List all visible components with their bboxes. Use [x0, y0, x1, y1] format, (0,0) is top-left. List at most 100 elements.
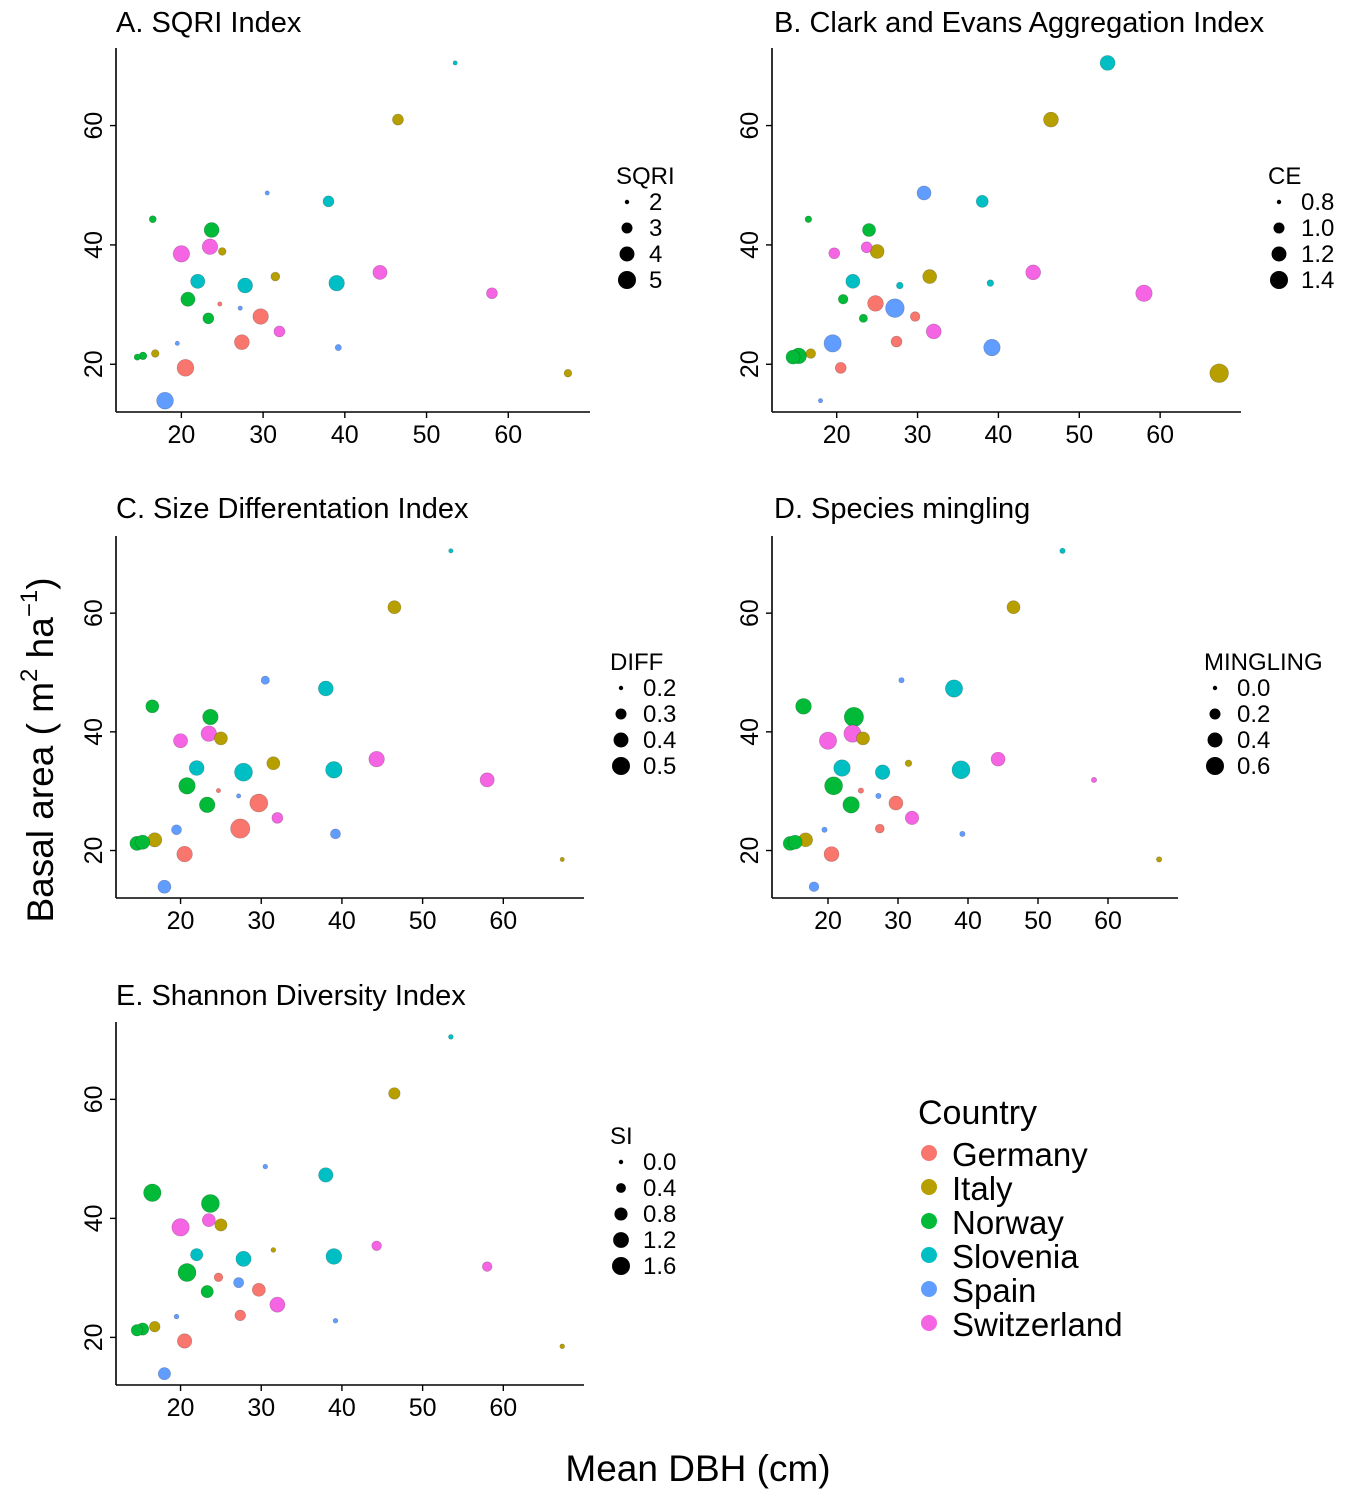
- size-legend-label: 1.6: [643, 1253, 676, 1280]
- point-norway: [862, 223, 876, 237]
- point-spain: [264, 190, 270, 196]
- x-tick-label: 50: [1024, 907, 1052, 935]
- point-germany: [176, 359, 195, 377]
- point-norway: [804, 215, 813, 223]
- x-tick-label: 40: [328, 907, 356, 935]
- point-italy: [1043, 111, 1059, 128]
- point-slovenia: [235, 1250, 252, 1267]
- point-germany: [176, 845, 193, 863]
- country-legend-label: Slovenia: [952, 1238, 1079, 1275]
- country-legend-label: Switzerland: [952, 1306, 1123, 1343]
- point-germany: [252, 308, 269, 325]
- country-legend-label: Germany: [952, 1136, 1088, 1173]
- x-tick-label: 50: [413, 421, 441, 449]
- y-tick-label: 20: [80, 837, 108, 865]
- country-legend-key: [921, 1145, 937, 1161]
- panel-5: E. Shannon Diversity Index 20 30 40 50 60 20 40…: [80, 980, 676, 1422]
- y-tick-label: 40: [80, 718, 108, 746]
- size-legend-label: 0.8: [1301, 189, 1334, 216]
- point-spain: [236, 793, 242, 799]
- panel-title: E. Shannon Diversity Index: [116, 980, 466, 1012]
- x-tick-label: 20: [167, 907, 195, 935]
- point-italy: [270, 1247, 277, 1253]
- point-germany: [230, 818, 251, 839]
- point-italy: [214, 731, 228, 746]
- point-spain: [174, 340, 180, 346]
- size-legend-key: [619, 246, 635, 262]
- point-spain: [821, 826, 828, 833]
- panel-title: D. Species mingling: [774, 493, 1030, 525]
- panel-title: C. Size Differentation Index: [116, 493, 469, 525]
- point-germany: [217, 301, 223, 307]
- size-legend-label: 1.2: [1301, 241, 1334, 268]
- size-legend-label: 1.4: [1301, 267, 1334, 294]
- country-legend-key: [921, 1315, 937, 1331]
- point-italy: [218, 247, 227, 256]
- point-norway: [178, 777, 196, 795]
- x-tick-label: 40: [954, 907, 982, 935]
- point-spain: [262, 1163, 268, 1170]
- point-italy: [563, 369, 573, 378]
- point-germany: [215, 788, 221, 794]
- point-switzerland: [481, 1261, 493, 1272]
- size-legend-key: [618, 685, 624, 691]
- panel-2: B. Clark and Evans Aggregation Index 20 30…: [736, 7, 1334, 449]
- size-legend-label: 3: [649, 215, 662, 242]
- y-axis-label: Basal area ( m2 ha−1): [16, 577, 61, 922]
- point-switzerland: [273, 325, 286, 338]
- point-italy: [559, 1343, 565, 1350]
- point-germany: [834, 362, 847, 374]
- point-italy: [1209, 363, 1229, 383]
- country-legend-key: [921, 1281, 937, 1297]
- point-slovenia: [188, 760, 205, 776]
- point-germany: [249, 793, 269, 813]
- size-legend-key: [1212, 685, 1218, 691]
- point-spain: [157, 879, 172, 894]
- panel-3: C. Size Differentation Index 20 30 40 50 60 20…: [80, 493, 676, 935]
- x-tick-label: 30: [884, 907, 912, 935]
- point-slovenia: [328, 275, 345, 292]
- point-norway: [824, 776, 843, 796]
- point-germany: [234, 334, 250, 350]
- point-italy: [266, 756, 281, 771]
- size-legend-key: [624, 199, 630, 205]
- point-slovenia: [325, 1248, 343, 1265]
- point-germany: [177, 1333, 193, 1349]
- point-slovenia: [1099, 55, 1116, 71]
- country-legend-key: [921, 1179, 937, 1195]
- y-tick-label: 60: [736, 599, 764, 627]
- point-spain: [983, 338, 1001, 357]
- x-tick-label: 60: [1146, 421, 1174, 449]
- point-spain: [156, 391, 174, 410]
- point-spain: [818, 398, 824, 404]
- size-legend-label: 0.5: [643, 753, 676, 780]
- country-legend-label: Norway: [952, 1204, 1064, 1241]
- size-legend-key: [615, 708, 627, 720]
- point-slovenia: [833, 759, 851, 777]
- size-legend-title: CE: [1268, 163, 1301, 190]
- size-legend-label: 0.4: [643, 727, 676, 754]
- point-italy: [559, 856, 565, 862]
- size-legend-title: SI: [610, 1123, 633, 1150]
- y-tick-label: 40: [80, 231, 108, 259]
- x-tick-label: 20: [167, 1394, 195, 1422]
- point-italy: [392, 113, 404, 126]
- size-legend-key: [1271, 246, 1287, 262]
- point-slovenia: [234, 762, 253, 782]
- x-tick-label: 40: [985, 421, 1013, 449]
- point-slovenia: [896, 281, 904, 290]
- point-switzerland: [269, 1296, 286, 1313]
- point-switzerland: [172, 245, 190, 263]
- size-legend-label: 0.3: [643, 701, 676, 728]
- point-spain: [898, 677, 905, 684]
- point-italy: [904, 759, 913, 767]
- point-italy: [1006, 600, 1021, 615]
- point-spain: [808, 881, 820, 892]
- x-tick-label: 50: [1065, 421, 1093, 449]
- size-legend-key: [618, 271, 636, 289]
- point-norway: [199, 796, 216, 813]
- country-legend: Country GermanyItalyNorwaySloveniaSpainS…: [918, 1094, 1123, 1343]
